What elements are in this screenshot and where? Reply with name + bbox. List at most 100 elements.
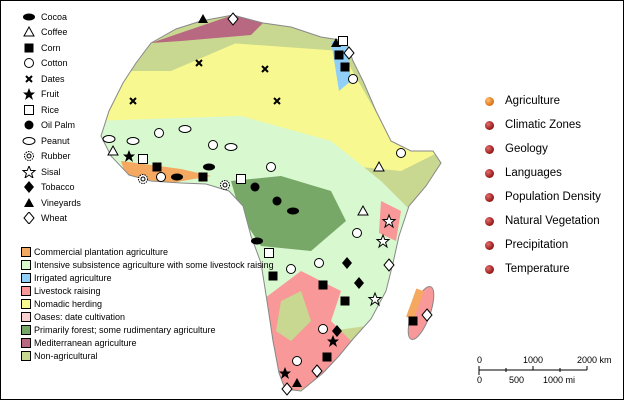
filled-ellipse-marker-icon — [251, 237, 263, 245]
menu-item-label: Natural Vegetation — [505, 215, 600, 227]
km-2000: 2000 km — [577, 355, 612, 365]
bullet-icon — [485, 264, 494, 274]
filled-triangle-icon — [24, 197, 34, 207]
crop-legend-label: Sisal — [41, 166, 61, 177]
open-square-icon — [24, 104, 34, 115]
open-diamond-marker-icon — [227, 12, 239, 26]
filled-square-marker-icon — [318, 280, 328, 290]
land-use-legend-item: Non-agricultural — [21, 351, 274, 361]
filled-circle-marker-icon — [250, 182, 260, 192]
menu-item-agriculture[interactable]: Agriculture — [485, 89, 601, 113]
filled-triangle-marker-icon — [292, 378, 302, 387]
color-swatch — [21, 247, 31, 257]
bullet-icon — [485, 144, 494, 154]
open-ellipse-marker-icon — [126, 137, 140, 145]
menu-item-languages[interactable]: Languages — [485, 161, 601, 185]
crop-legend-item: Peanut — [21, 133, 81, 149]
filled-ellipse-marker-icon — [287, 207, 299, 215]
filled-diamond-marker-icon — [354, 277, 364, 289]
crop-legend-label: Rubber — [41, 151, 71, 162]
filled-diamond-icon — [24, 181, 34, 194]
filled-square-marker-icon — [198, 172, 208, 182]
open-circle-marker-icon — [266, 162, 276, 172]
open-circle-marker-icon — [154, 128, 164, 138]
open-circle-marker-icon — [286, 264, 296, 274]
menu-item-natural-vegetation[interactable]: Natural Vegetation — [485, 209, 601, 233]
open-diamond-marker-icon — [343, 46, 355, 60]
open-circle-marker-icon — [156, 172, 166, 182]
open-circle-marker-icon — [318, 324, 328, 334]
filled-star-marker-icon — [123, 150, 135, 162]
bullet-icon — [485, 96, 494, 106]
open-circle-marker-icon — [292, 356, 302, 366]
crop-legend-label: Cotton — [41, 58, 68, 69]
menu-item-geology[interactable]: Geology — [485, 137, 601, 161]
crop-legend-label: Wheat — [41, 213, 68, 224]
color-swatch — [21, 312, 31, 322]
open-diamond-marker-icon — [383, 258, 395, 272]
filled-star-marker-icon — [327, 335, 339, 347]
land-use-label: Intensive subsistence agriculture with s… — [34, 260, 274, 270]
filled-diamond-marker-icon — [342, 257, 352, 269]
menu-item-climatic-zones[interactable]: Climatic Zones — [485, 113, 601, 137]
land-use-label: Oases: date cultivation — [34, 312, 126, 322]
open-circle-marker-icon — [396, 148, 406, 158]
crop-legend-item: Corn — [21, 40, 81, 56]
filled-triangle-marker-icon — [198, 14, 208, 23]
open-diamond-marker-icon — [421, 308, 433, 322]
crop-legend-item: Wheat — [21, 211, 81, 227]
land-use-legend-item: Commercial plantation agriculture — [21, 247, 274, 257]
open-star-marker-icon — [375, 233, 391, 249]
crop-legend-label: Dates — [41, 73, 65, 84]
bullet-icon — [485, 120, 494, 130]
land-use-legend: Commercial plantation agriculture Intensi… — [21, 247, 274, 364]
menu-item-precipitation[interactable]: Precipitation — [485, 233, 601, 257]
x-mark-marker-icon — [273, 97, 281, 105]
land-use-legend-item: Intensive subsistence agriculture with s… — [21, 260, 274, 270]
bullet-icon — [485, 216, 494, 226]
open-ellipse-marker-icon — [224, 143, 238, 151]
open-circle-marker-icon — [352, 228, 362, 238]
open-triangle-marker-icon — [107, 144, 119, 156]
crop-legend-item: Vineyards — [21, 195, 81, 211]
color-swatch — [21, 351, 31, 361]
color-swatch — [21, 299, 31, 309]
menu-item-label: Languages — [505, 167, 562, 179]
menu-item-temperature[interactable]: Temperature — [485, 257, 601, 281]
filled-square-marker-icon — [268, 271, 278, 281]
bullet-icon — [485, 192, 494, 202]
open-square-marker-icon — [236, 174, 246, 184]
crop-legend-item: Rubber — [21, 149, 81, 165]
open-square-marker-icon — [338, 36, 348, 46]
filled-square-marker-icon — [408, 316, 418, 326]
open-triangle-icon — [23, 26, 35, 37]
crop-legend-label: Cocoa — [41, 11, 68, 22]
open-circle-marker-icon — [208, 140, 218, 150]
menu-item-population-density[interactable]: Population Density — [485, 185, 601, 209]
open-triangle-marker-icon — [373, 160, 385, 172]
crop-legend-item: Rice — [21, 102, 81, 118]
x-mark-marker-icon — [195, 59, 203, 67]
mi-500: 500 — [509, 375, 525, 385]
crop-legend-label: Tobacco — [41, 182, 75, 193]
open-circle-marker-icon — [314, 258, 324, 268]
color-swatch — [21, 325, 31, 335]
open-ellipse-marker-icon — [102, 135, 116, 143]
land-use-label: Primarily forest; some rudimentary agric… — [34, 325, 216, 335]
crop-legend-item: Cotton — [21, 56, 81, 72]
land-use-label: Livestock raising — [34, 286, 101, 296]
menu-item-label: Agriculture — [505, 95, 560, 107]
menu-item-label: Climatic Zones — [505, 119, 582, 131]
color-swatch — [21, 260, 31, 270]
crop-legend-label: Peanut — [41, 135, 70, 146]
menu-item-label: Precipitation — [505, 239, 569, 251]
land-use-legend-item: Oases: date cultivation — [21, 312, 274, 322]
filled-square-marker-icon — [340, 296, 350, 306]
land-use-legend-item: Nomadic herding — [21, 299, 274, 309]
color-swatch — [21, 286, 31, 296]
filled-circle-icon — [24, 120, 34, 130]
filled-square-marker-icon — [152, 162, 162, 172]
filled-ellipse-marker-icon — [171, 173, 183, 181]
bullet-icon — [485, 240, 494, 250]
